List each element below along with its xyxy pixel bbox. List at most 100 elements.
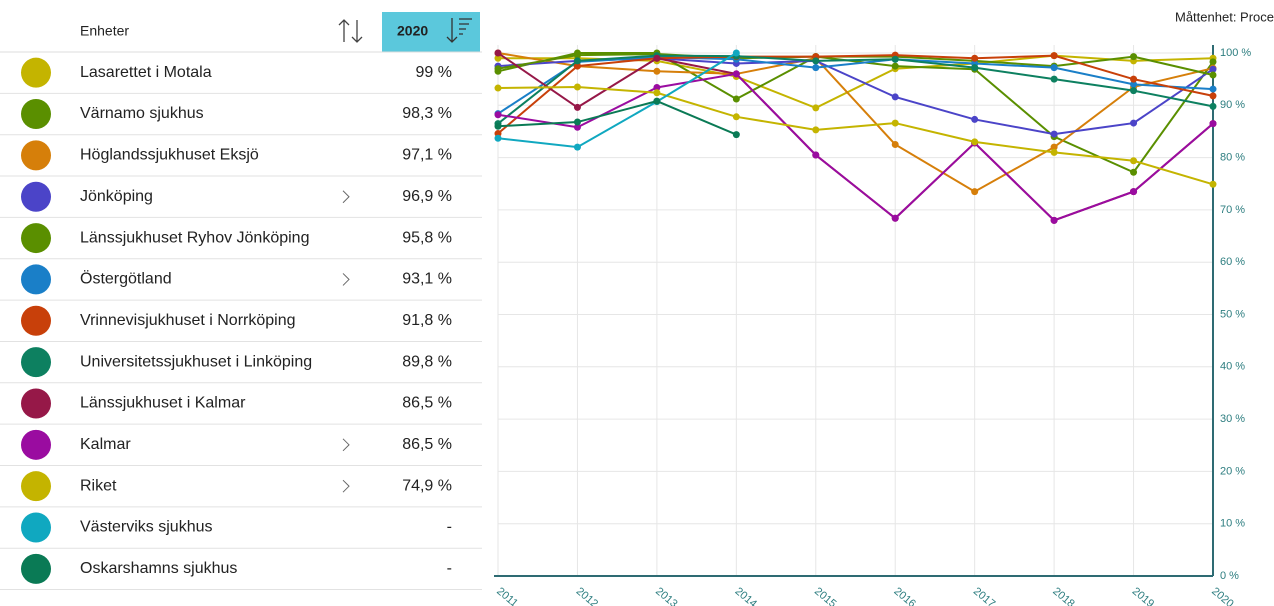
- y-tick-label: 10 %: [1220, 518, 1245, 530]
- data-point[interactable]: [1209, 85, 1217, 93]
- data-point[interactable]: [573, 62, 581, 70]
- data-point[interactable]: [891, 55, 899, 63]
- data-point[interactable]: [812, 57, 820, 65]
- expand-icon[interactable]: [342, 438, 350, 452]
- data-point[interactable]: [971, 64, 979, 72]
- series-line[interactable]: [497, 72, 1214, 222]
- data-point[interactable]: [891, 119, 899, 127]
- data-point[interactable]: [653, 97, 661, 105]
- row[interactable]: [0, 52, 482, 93]
- data-point[interactable]: [573, 83, 581, 91]
- data-point[interactable]: [1130, 157, 1138, 165]
- data-point[interactable]: [494, 65, 502, 73]
- unit-name: Riket: [80, 477, 117, 494]
- data-point[interactable]: [573, 103, 581, 111]
- series-line[interactable]: [497, 56, 1214, 115]
- data-point[interactable]: [891, 62, 899, 70]
- data-point[interactable]: [494, 134, 502, 142]
- data-point[interactable]: [1209, 65, 1217, 73]
- expand-icon[interactable]: [342, 479, 350, 493]
- data-point[interactable]: [812, 126, 820, 134]
- data-point[interactable]: [1050, 148, 1058, 156]
- data-point[interactable]: [494, 84, 502, 92]
- series-line[interactable]: [497, 52, 1214, 174]
- series-line[interactable]: [497, 54, 1214, 135]
- data-point[interactable]: [732, 131, 740, 139]
- y-tick-label: 20 %: [1220, 465, 1245, 477]
- data-point[interactable]: [1050, 216, 1058, 224]
- unit-name: Värnamo sjukhus: [80, 105, 204, 122]
- sort-icon[interactable]: [338, 19, 363, 43]
- data-point[interactable]: [1050, 64, 1058, 72]
- data-point[interactable]: [1130, 168, 1138, 176]
- expand-icon[interactable]: [342, 273, 350, 286]
- series-line[interactable]: [497, 54, 1214, 125]
- data-point[interactable]: [573, 143, 581, 151]
- data-point[interactable]: [732, 49, 740, 57]
- data-point[interactable]: [573, 57, 581, 65]
- data-point[interactable]: [1209, 58, 1217, 66]
- legend-dot: [21, 140, 51, 171]
- data-point[interactable]: [653, 84, 661, 92]
- series-line[interactable]: [497, 52, 737, 149]
- series-line[interactable]: [497, 85, 1214, 186]
- unit-name: Jönköping: [80, 188, 153, 205]
- series-line[interactable]: [497, 57, 1214, 136]
- data-point[interactable]: [1050, 143, 1058, 151]
- data-point[interactable]: [1130, 188, 1138, 196]
- year-header[interactable]: 2020: [397, 23, 428, 39]
- expand-icon[interactable]: [342, 190, 350, 204]
- data-point[interactable]: [1130, 119, 1138, 127]
- sort-desc-icon[interactable]: [446, 18, 472, 43]
- data-point[interactable]: [494, 54, 502, 62]
- data-point[interactable]: [573, 123, 581, 131]
- x-tick-label: 2016: [891, 585, 917, 606]
- data-point[interactable]: [1130, 87, 1138, 95]
- data-point[interactable]: [812, 64, 820, 72]
- data-point[interactable]: [1209, 120, 1217, 128]
- series-line[interactable]: [497, 100, 737, 136]
- data-point[interactable]: [1050, 130, 1058, 138]
- data-point[interactable]: [1209, 71, 1217, 79]
- data-point[interactable]: [1050, 75, 1058, 83]
- data-point[interactable]: [971, 188, 979, 196]
- unit-value: 86,5 %: [402, 395, 452, 412]
- data-point[interactable]: [494, 111, 502, 119]
- data-point[interactable]: [891, 214, 899, 222]
- data-point[interactable]: [732, 113, 740, 121]
- legend-dot: [21, 99, 51, 130]
- data-point[interactable]: [1209, 180, 1217, 188]
- data-point[interactable]: [1130, 53, 1138, 61]
- data-point[interactable]: [1050, 52, 1058, 60]
- data-point[interactable]: [732, 95, 740, 103]
- legend-dot: [21, 181, 51, 212]
- data-point[interactable]: [653, 67, 661, 75]
- data-point[interactable]: [1130, 75, 1138, 83]
- y-tick-label: 50 %: [1220, 308, 1245, 320]
- data-point[interactable]: [971, 138, 979, 146]
- data-point[interactable]: [494, 122, 502, 130]
- row[interactable]: [0, 548, 482, 589]
- data-point[interactable]: [732, 70, 740, 78]
- unit-name: Östergötland: [80, 270, 172, 288]
- data-point[interactable]: [653, 54, 661, 62]
- data-point[interactable]: [971, 115, 979, 123]
- data-point[interactable]: [971, 54, 979, 62]
- data-point[interactable]: [891, 93, 899, 101]
- data-point[interactable]: [494, 49, 502, 57]
- data-point[interactable]: [1209, 102, 1217, 110]
- data-point[interactable]: [891, 141, 899, 149]
- data-point[interactable]: [812, 151, 820, 159]
- data-point[interactable]: [573, 51, 581, 59]
- data-point[interactable]: [812, 104, 820, 112]
- units-header: Enheter: [80, 23, 129, 39]
- data-point[interactable]: [573, 118, 581, 126]
- unit-value: 96,9 %: [402, 188, 452, 205]
- data-point[interactable]: [1209, 92, 1217, 100]
- data-point[interactable]: [653, 89, 661, 97]
- series-line[interactable]: [497, 52, 1214, 193]
- row[interactable]: [0, 507, 482, 548]
- x-tick-label: 2014: [733, 585, 759, 606]
- data-point[interactable]: [1130, 80, 1138, 88]
